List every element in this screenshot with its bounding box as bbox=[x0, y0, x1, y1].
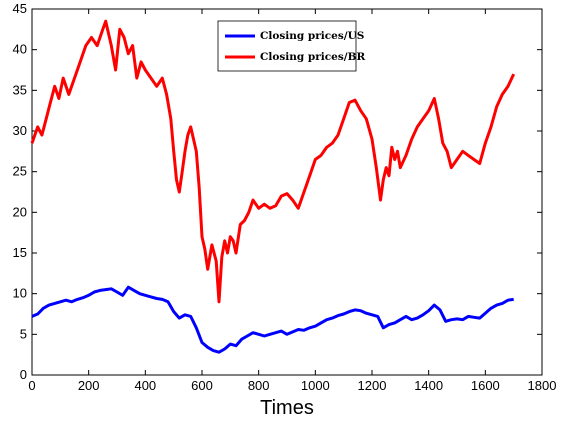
y-tick-label: 5 bbox=[20, 326, 27, 341]
x-axis-ticks: 0 200 400 600 800 1000 1200 1400 1600 1800 bbox=[28, 9, 556, 393]
y-tick-label: 10 bbox=[13, 286, 27, 301]
x-axis-title: Times bbox=[260, 397, 314, 419]
y-tick-label: 35 bbox=[13, 82, 27, 97]
y-axis-ticks: 0 5 10 15 20 25 30 35 40 45 bbox=[13, 1, 542, 382]
y-tick-label: 0 bbox=[20, 367, 27, 382]
y-tick-label: 30 bbox=[13, 123, 27, 138]
x-tick-label: 1800 bbox=[528, 378, 557, 393]
series-line-us bbox=[31, 285, 514, 354]
y-tick-label: 20 bbox=[13, 204, 27, 219]
y-tick-label: 25 bbox=[13, 164, 27, 179]
x-tick-label: 0 bbox=[28, 378, 35, 393]
x-tick-label: 1000 bbox=[301, 378, 330, 393]
legend-label-br: Closing prices/BR bbox=[260, 51, 365, 63]
x-tick-label: 1400 bbox=[414, 378, 443, 393]
legend: Closing prices/US Closing prices/BR bbox=[217, 20, 365, 72]
x-tick-label: 400 bbox=[134, 378, 156, 393]
y-tick-label: 15 bbox=[13, 245, 27, 260]
series-line-br bbox=[30, 19, 516, 304]
legend-label-us: Closing prices/US bbox=[260, 30, 364, 42]
y-tick-label: 40 bbox=[13, 42, 27, 57]
legend-box bbox=[217, 20, 357, 72]
x-tick-label: 1600 bbox=[471, 378, 500, 393]
x-tick-label: 1200 bbox=[358, 378, 387, 393]
y-tick-label: 45 bbox=[13, 1, 27, 16]
x-tick-label: 800 bbox=[248, 378, 270, 393]
x-tick-label: 200 bbox=[78, 378, 100, 393]
series-layer bbox=[30, 19, 516, 354]
x-tick-label: 600 bbox=[191, 378, 213, 393]
